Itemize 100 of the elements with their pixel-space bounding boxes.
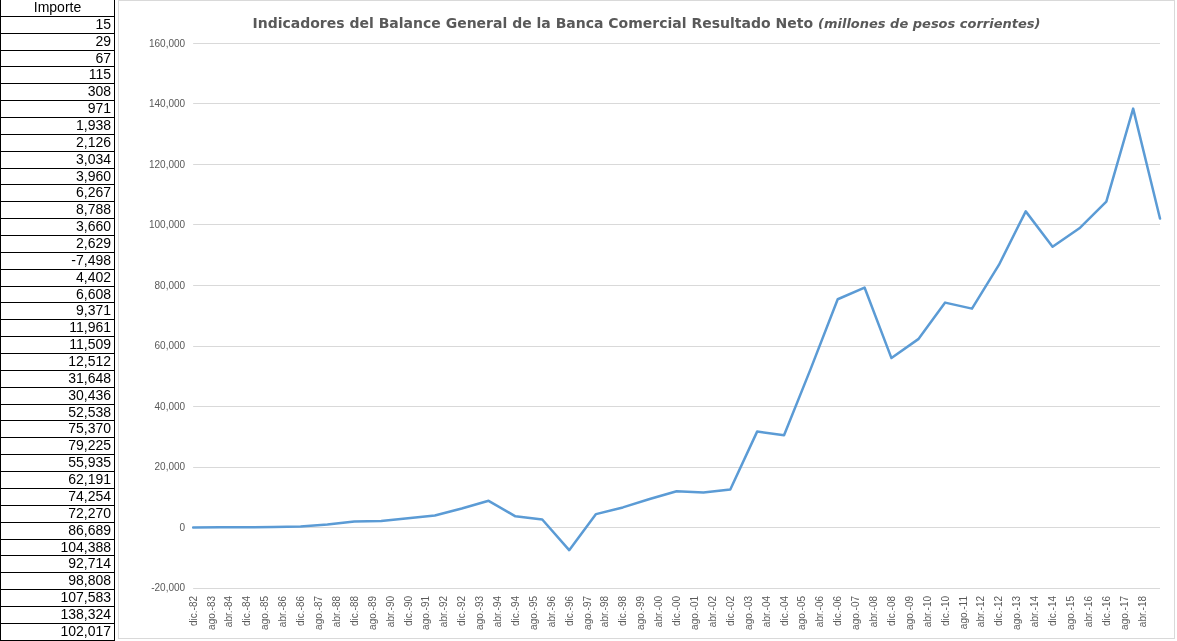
text: 6,608 [75,285,111,302]
x-tick-label: ago.-91 [420,595,432,630]
text: 102,017 [60,622,111,639]
text: 138,324 [60,605,111,622]
x-tick-label: dic.-10 [939,595,951,626]
x-tick-label: ago.-93 [474,595,486,630]
text: 8,788 [75,201,111,218]
text: 15 [95,15,111,32]
x-tick-label: dic.-88 [348,595,360,626]
x-tick-label: dic.-86 [295,595,307,626]
text: -7,498 [71,251,111,268]
text: 29 [95,32,111,49]
x-tick-label: abr.-00 [653,595,665,628]
text: 3,660 [75,218,111,235]
chart-title: Indicadores del Balance General de la Banca Comercial Resultado Neto [252,15,814,31]
x-tick-label: ago.-95 [527,595,539,630]
y-tick-label: 60,000 [154,340,186,352]
x-tick-label: dic.-06 [832,595,844,626]
x-tick-label: ago.-85 [259,595,271,630]
y-tick-label: 80,000 [154,279,186,291]
x-tick-label: abr.-88 [330,595,342,628]
x-tick-label: ago.-87 [312,595,324,630]
x-tick-label: ago.-09 [903,595,915,630]
x-tick-label: ago.-99 [635,595,647,630]
x-tick-label: ago.-89 [366,595,378,630]
y-tick-label: 100,000 [148,219,186,231]
text: 1,938 [75,117,111,134]
x-tick-label: ago.-07 [850,595,862,630]
x-tick-label: ago.-11 [957,595,969,630]
text: 67 [95,49,111,66]
x-tick-label: abr.-90 [384,595,396,628]
text: 11,961 [69,319,111,336]
x-tick-label: dic.-14 [1047,595,1059,626]
x-tick-label: dic.-82 [187,595,199,626]
text: 92,714 [68,555,111,572]
x-tick-label: abr.-08 [868,595,880,628]
x-tick-label: dic.-08 [885,595,897,626]
x-tick-label: ago.-01 [688,595,700,630]
x-tick-label: ago.-83 [205,595,217,630]
x-tick-label: dic.-94 [509,595,521,626]
x-tick-label: abr.-92 [438,595,450,628]
text: 107,583 [60,589,111,606]
text: 6,267 [75,184,111,201]
x-tick-label: dic.-98 [617,595,629,626]
x-tick-label: ago.-97 [581,595,593,630]
text: 31,648 [68,369,111,386]
text: 55,935 [68,454,111,471]
x-tick-label: ago.-15 [1064,595,1076,630]
y-tick-label: 20,000 [154,461,186,473]
x-tick-label: abr.-18 [1136,595,1148,628]
x-tick-label: abr.-94 [491,595,503,628]
x-tick-label: dic.-02 [724,595,736,626]
x-tick-label: abr.-96 [545,595,557,628]
x-tick-label: ago.-13 [1011,595,1023,630]
text: 98,808 [68,572,111,589]
text: 4,402 [75,268,111,285]
x-tick-label: abr.-06 [814,595,826,628]
x-tick-label: abr.-84 [223,595,235,628]
line-series [191,107,1162,552]
y-tick-label: 140,000 [148,98,186,110]
text: 52,538 [68,403,111,420]
x-tick-label: dic.-00 [671,595,683,626]
text: 30,436 [68,386,111,403]
x-tick-label: ago.-05 [796,595,808,630]
text: 72,270 [68,504,111,521]
text: 308 [87,83,111,100]
x-tick-label: abr.-16 [1082,595,1094,628]
x-tick-label: dic.-96 [563,595,575,626]
text: 2,126 [75,133,111,150]
text: 75,370 [68,420,111,437]
text: 12,512 [68,353,111,370]
x-tick-label: ago.-03 [742,595,754,630]
text: 86,689 [68,521,111,538]
x-tick-label: abr.-02 [706,595,718,628]
text: 3,960 [75,167,111,184]
x-tick-label: abr.-04 [760,595,772,628]
y-tick-label: -20,000 [151,582,186,594]
text: 62,191 [68,471,111,488]
text: 11,509 [69,336,111,353]
y-tick-label: 120,000 [148,158,186,170]
y-tick-label: 160,000 [148,37,186,49]
x-tick-label: dic.-84 [241,595,253,626]
text: 2,629 [75,235,111,252]
text: 9,371 [75,302,111,319]
text: 74,254 [68,487,111,504]
x-tick-label: ago.-17 [1118,595,1130,630]
y-tick-label: 0 [179,521,186,533]
x-tick-label: abr.-12 [975,595,987,628]
x-tick-label: abr.-98 [599,595,611,628]
x-tick-label: dic.-90 [402,595,414,626]
x-tick-label: dic.-12 [993,595,1005,626]
y-tick-label: 40,000 [154,400,186,412]
x-tick-label: abr.-14 [1029,595,1041,628]
text: 971 [87,100,111,117]
x-tick-label: abr.-10 [921,595,933,628]
x-tick-label: abr.-86 [277,595,289,628]
x-tick-label: dic.-04 [778,595,790,626]
x-tick-label: dic.-16 [1100,595,1112,626]
text: 104,388 [60,538,111,555]
chart-subtitle: (millones de pesos corrientes) [817,15,1041,31]
